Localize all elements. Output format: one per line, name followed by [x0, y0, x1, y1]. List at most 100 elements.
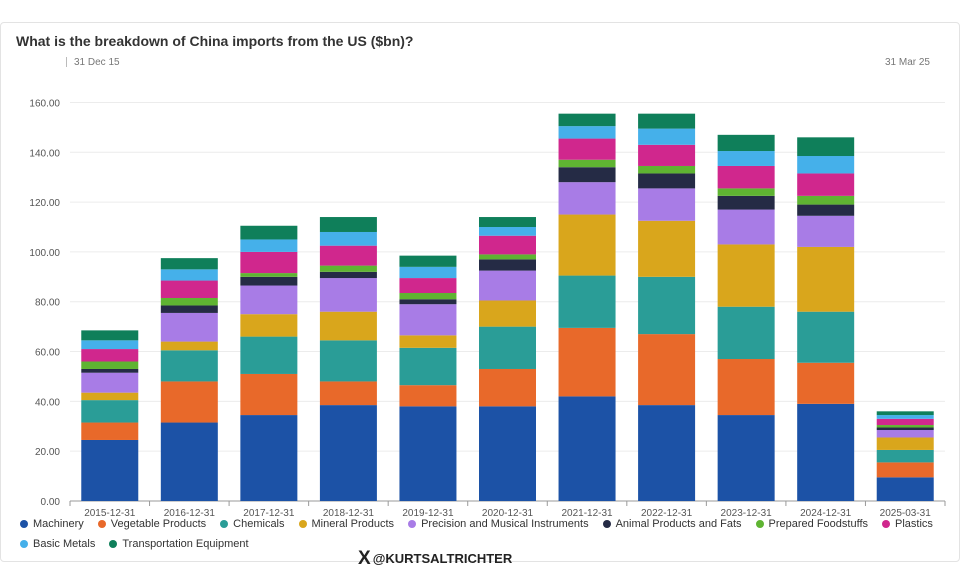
- bar-segment: [160, 258, 218, 270]
- legend-label: Animal Products and Fats: [615, 518, 742, 530]
- x-tick-label: 2022-12-31: [641, 508, 693, 519]
- bar-segment: [240, 314, 298, 337]
- bar-segment: [81, 439, 139, 501]
- bar-segment: [797, 246, 855, 312]
- legend-swatch: [882, 520, 890, 528]
- bar-segment: [479, 406, 536, 501]
- bar-segment: [160, 305, 218, 313]
- bar-segment: [638, 276, 696, 335]
- bar-segment: [797, 215, 855, 247]
- bar-segment: [240, 415, 298, 501]
- legend-item[interactable]: Basic Metals: [20, 536, 95, 552]
- bar-segment: [717, 415, 775, 501]
- bar-segment: [638, 173, 696, 189]
- x-logo-icon: X: [358, 548, 371, 569]
- range-start-label[interactable]: 31 Dec 15: [66, 57, 120, 68]
- bar-segment: [797, 195, 855, 205]
- bar-segment: [160, 297, 218, 306]
- bar-segment: [717, 209, 775, 245]
- legend-item[interactable]: Plastics: [882, 516, 933, 532]
- legend-item[interactable]: Prepared Foodstuffs: [755, 516, 868, 532]
- bar-segment: [81, 392, 139, 401]
- bar-segment: [399, 266, 457, 279]
- bar-segment: [876, 430, 934, 438]
- bar-segment: [876, 437, 934, 450]
- bar-segment: [319, 271, 377, 279]
- range-start-text: 31 Dec 15: [74, 57, 120, 68]
- bar-segment: [797, 156, 855, 174]
- y-tick-label: 0.00: [41, 497, 61, 508]
- bar-segment: [81, 349, 139, 362]
- legend-swatch: [602, 520, 611, 528]
- legend-label: Basic Metals: [33, 538, 96, 550]
- bar-segment: [797, 204, 855, 216]
- y-tick-label: 100.00: [29, 248, 60, 259]
- bar-segment: [876, 411, 934, 416]
- bar-segment: [638, 113, 696, 129]
- bar-segment: [797, 137, 855, 157]
- x-tick-label: 2024-12-31: [800, 508, 852, 519]
- bar-segment: [717, 306, 775, 360]
- y-tick-label: 60.00: [35, 348, 60, 359]
- bar-segment: [81, 361, 139, 369]
- bar-segment: [240, 285, 298, 315]
- bar-segment: [638, 165, 696, 174]
- bar-segment: [558, 327, 616, 397]
- bar-segment: [479, 254, 536, 260]
- watermark-handle: @KURTSALTRICHTER: [372, 551, 513, 566]
- legend-swatch: [298, 520, 307, 528]
- bar-segment: [876, 418, 934, 426]
- chart-legend: Machinery Vegetable Products Chemicals Mine…: [20, 516, 950, 552]
- bar-segment: [558, 113, 616, 127]
- bar-segment: [558, 138, 616, 160]
- legend-item[interactable]: Precision and Musical Instruments: [408, 516, 589, 532]
- bar-segment: [319, 217, 377, 232]
- bar-segment: [717, 134, 775, 152]
- y-tick-label: 20.00: [35, 447, 60, 458]
- legend-item[interactable]: Chemicals: [220, 516, 285, 532]
- bar-segment: [81, 372, 139, 393]
- legend-item[interactable]: Animal Products and Fats: [602, 516, 742, 532]
- bar-segment: [319, 231, 377, 246]
- bar-segment: [160, 341, 218, 351]
- legend-label: Vegetable Products: [110, 518, 207, 530]
- x-tick-label: 2019-12-31: [402, 508, 454, 519]
- legend-item[interactable]: Vegetable Products: [97, 516, 207, 532]
- y-tick-label: 40.00: [35, 397, 60, 408]
- bar-segment: [399, 347, 457, 386]
- bar-segment: [479, 259, 536, 271]
- bar-segment: [717, 359, 775, 416]
- legend-item[interactable]: Machinery: [20, 516, 84, 532]
- bar-segment: [160, 269, 218, 281]
- bar-segment: [81, 400, 139, 423]
- bar-segment: [638, 405, 696, 501]
- x-tick-label: 2018-12-31: [323, 508, 375, 519]
- x-tick-label: 2021-12-31: [561, 508, 613, 519]
- legend-item[interactable]: Mineral Products: [298, 516, 395, 532]
- bar-segment: [160, 381, 218, 423]
- bar-segment: [638, 188, 696, 221]
- bar-segment: [319, 381, 377, 406]
- legend-label: Mineral Products: [311, 518, 395, 530]
- range-end-label[interactable]: 31 Mar 25: [884, 57, 930, 68]
- bar-segment: [81, 368, 139, 373]
- legend-swatch: [220, 520, 229, 528]
- bar-segment: [717, 195, 775, 210]
- bar-segment: [319, 265, 377, 272]
- bar-segment: [479, 270, 536, 301]
- bar-segment: [319, 311, 377, 341]
- range-start-handle[interactable]: [66, 57, 67, 68]
- bar-segment: [558, 167, 616, 183]
- bar-segment: [240, 225, 298, 240]
- legend-swatch: [408, 520, 417, 528]
- bar-segment: [876, 449, 934, 463]
- legend-item[interactable]: Transportation Equipment: [109, 536, 249, 552]
- bar-segment: [81, 422, 139, 440]
- legend-swatch: [97, 520, 106, 528]
- bar-segment: [479, 235, 536, 255]
- bar-segment: [876, 427, 934, 431]
- bar-segment: [717, 151, 775, 166]
- bar-segment: [876, 425, 934, 428]
- bar-segment: [399, 278, 457, 294]
- bar-segment: [319, 278, 377, 312]
